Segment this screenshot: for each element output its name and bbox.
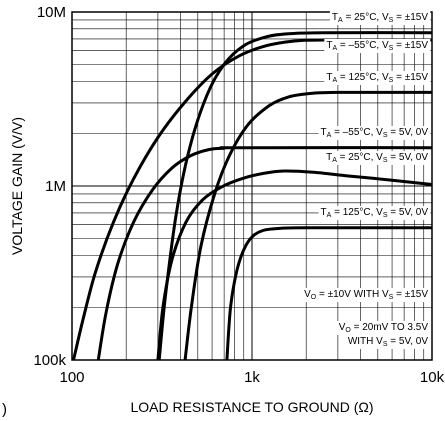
subscript-text: A <box>332 45 337 52</box>
label-text: V <box>304 289 311 300</box>
label-text: T <box>321 207 327 218</box>
subscript-text: S <box>389 45 394 52</box>
series-curve-2 <box>72 38 433 361</box>
subscript-text: A <box>332 77 337 84</box>
curve-label-3: TA = 125°C, VS = ±15V <box>326 72 428 84</box>
note-vo-20mv-line2: WITH VS = 5V, 0V <box>348 336 429 348</box>
label-text: T <box>332 12 338 23</box>
series-curve-5 <box>156 169 433 361</box>
curve-label-1-bg <box>329 11 431 25</box>
corner-mark: ) <box>2 401 7 418</box>
curve-label-4: TA = –55°C, VS = 5V, 0V <box>321 127 429 139</box>
subscript-text: S <box>383 212 388 219</box>
label-text: = ±15V <box>393 72 428 83</box>
curve-label-3-bg <box>324 71 431 85</box>
subscript-text: A <box>338 17 343 24</box>
series-curve-3 <box>183 90 433 361</box>
curve-label-2: TA = –55°C, VS = ±15V <box>326 40 428 52</box>
label-text: = 5V, 0V <box>388 152 429 163</box>
y-tick-label: 10M <box>37 4 66 21</box>
subscript-text: S <box>383 132 388 139</box>
label-text: = 5V, 0V <box>388 207 429 218</box>
curve-label-5: TA = 25°C, VS = 5V, 0V <box>326 152 428 164</box>
plot-frame <box>71 11 433 361</box>
label-text: = ±15V <box>393 40 428 51</box>
y-tick-label: 100k <box>33 352 66 369</box>
label-text: T <box>326 152 332 163</box>
label-text: = –55°C, V <box>331 127 383 138</box>
curve-label-6-bg <box>318 206 431 220</box>
label-text: T <box>326 72 332 83</box>
data-curves <box>72 31 433 361</box>
curve-label-4-bg <box>318 126 431 140</box>
grid-lines <box>72 12 432 360</box>
subscript-text: A <box>327 212 332 219</box>
y-tick-label: 1M <box>45 178 66 195</box>
label-text: T <box>326 40 332 51</box>
curve-label-1: TA = 25°C, VS = ±15V <box>332 12 428 24</box>
note-vo-20mv-line2-bg <box>345 335 431 349</box>
note-vo-10v-bg <box>302 288 431 302</box>
note-vo-10v: VO = ±10V WITH VS = ±15V <box>304 289 428 301</box>
subscript-text: S <box>389 294 394 301</box>
label-text: WITH V <box>348 336 383 347</box>
curve-label-6: TA = 125°C, VS = 5V, 0V <box>321 207 429 219</box>
label-text: = 20mV TO 3.5V <box>351 322 429 333</box>
label-text: = ±15V <box>393 289 428 300</box>
subscript-text: S <box>383 157 388 164</box>
subscript-text: S <box>389 17 394 24</box>
label-text: = 5V, 0V <box>388 336 429 347</box>
label-text: = ±10V WITH V <box>316 289 389 300</box>
subscript-text: S <box>383 341 388 348</box>
curve-label-5-bg <box>324 151 431 165</box>
series-curve-6 <box>225 226 433 361</box>
subscript-text: O <box>345 327 351 334</box>
x-tick-label: 1k <box>244 369 260 386</box>
tick-labels: 100 1k 10k 100k 1M 10M <box>33 4 444 386</box>
x-tick-label: 10k <box>420 369 445 386</box>
x-axis-label: LOAD RESISTANCE TO GROUND (Ω) <box>130 399 373 415</box>
label-text: = ±15V <box>393 12 428 23</box>
label-text: = 125°C, V <box>331 207 383 218</box>
subscript-text: A <box>332 157 337 164</box>
label-text: = 25°C, V <box>337 152 383 163</box>
label-text: V <box>339 322 346 333</box>
label-text: = 125°C, V <box>337 72 389 83</box>
subscript-text: O <box>311 294 317 301</box>
label-text: = 25°C, V <box>343 12 389 23</box>
note-vo-20mv-line1: VO = 20mV TO 3.5V <box>339 322 429 334</box>
series-curve-4 <box>96 146 433 361</box>
subscript-text: A <box>327 132 332 139</box>
x-tick-label: 100 <box>59 369 84 386</box>
note-vo-20mv-line1-bg <box>336 321 431 335</box>
label-text: = –55°C, V <box>337 40 389 51</box>
curve-label-2-bg <box>324 39 431 53</box>
label-text: = 5V, 0V <box>388 127 429 138</box>
subscript-text: S <box>389 77 394 84</box>
y-axis-label: VOLTAGE GAIN (V/V) <box>9 117 25 255</box>
label-text: T <box>321 127 327 138</box>
